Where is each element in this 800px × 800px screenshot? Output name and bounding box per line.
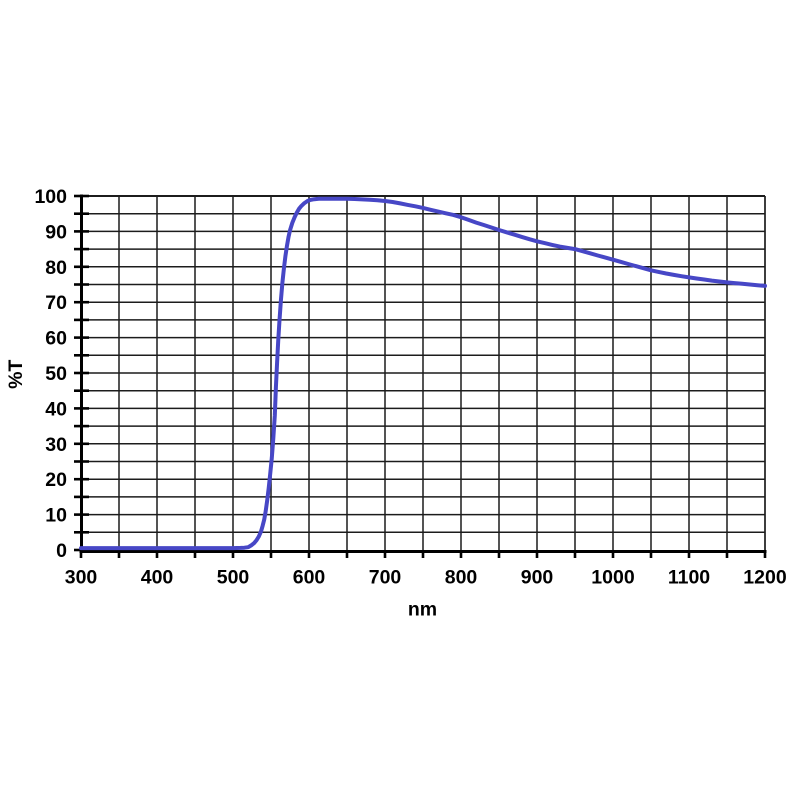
- svg-text:70: 70: [45, 292, 67, 314]
- svg-text:0: 0: [56, 540, 67, 562]
- svg-text:500: 500: [217, 567, 250, 589]
- svg-text:%T: %T: [5, 360, 27, 389]
- svg-text:nm: nm: [408, 599, 437, 621]
- svg-text:700: 700: [369, 567, 402, 589]
- svg-text:300: 300: [65, 567, 98, 589]
- svg-text:20: 20: [45, 469, 67, 491]
- svg-text:600: 600: [293, 567, 326, 589]
- svg-text:50: 50: [45, 363, 67, 385]
- svg-text:1200: 1200: [743, 567, 787, 589]
- svg-text:800: 800: [445, 567, 478, 589]
- svg-text:10: 10: [45, 505, 67, 527]
- svg-text:400: 400: [141, 567, 174, 589]
- svg-text:80: 80: [45, 257, 67, 279]
- svg-text:100: 100: [34, 186, 67, 208]
- svg-text:40: 40: [45, 398, 67, 420]
- svg-text:1000: 1000: [591, 567, 635, 589]
- svg-text:90: 90: [45, 221, 67, 243]
- svg-text:900: 900: [521, 567, 554, 589]
- svg-text:30: 30: [45, 434, 67, 456]
- svg-text:60: 60: [45, 328, 67, 350]
- svg-text:1100: 1100: [668, 567, 710, 589]
